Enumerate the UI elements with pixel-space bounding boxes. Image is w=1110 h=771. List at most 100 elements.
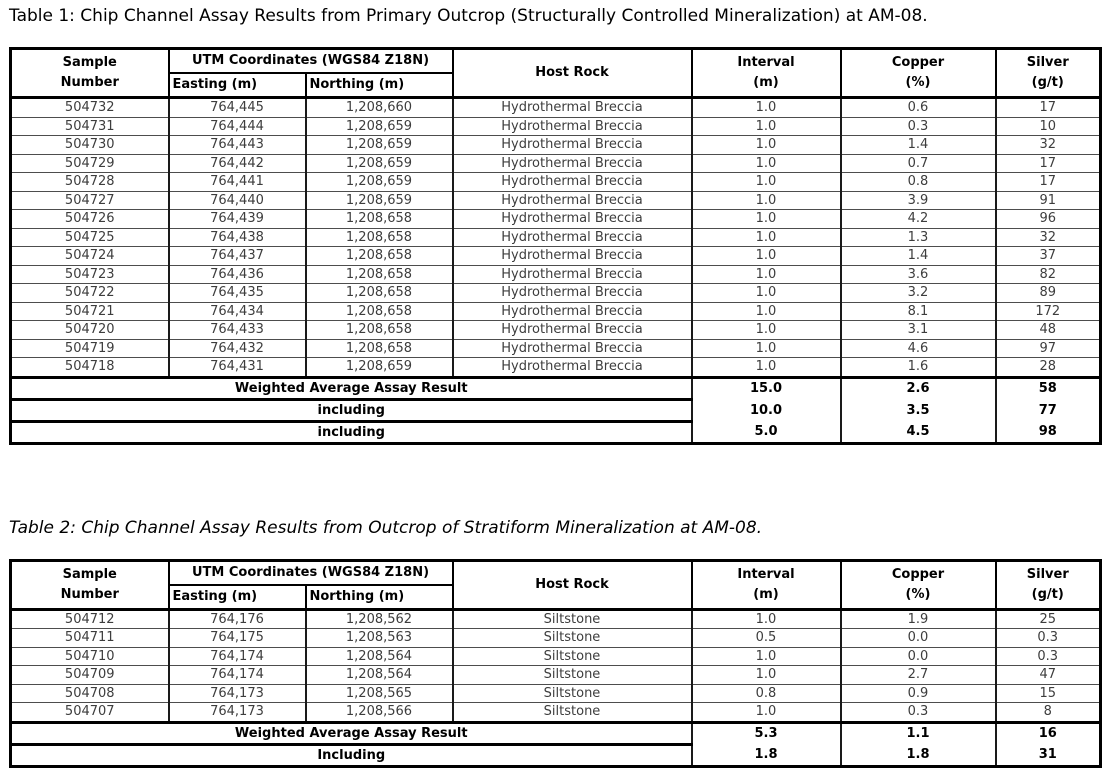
- table-row: 504719 764,432 1,208,658 Hydrothermal Brecc…: [9, 338, 1102, 358]
- cell-copper: 1.3: [839, 227, 997, 247]
- cell-sample-number: 504721: [9, 301, 170, 321]
- cell-silver: 10: [994, 116, 1102, 136]
- cell-sample-number: 504711: [9, 628, 170, 648]
- summary-label: including: [9, 398, 693, 423]
- cell-interval: 1.0: [690, 246, 842, 266]
- cell-easting: 764,436: [167, 264, 307, 284]
- cell-copper: 3.2: [839, 283, 997, 303]
- cell-easting: 764,173: [167, 683, 307, 703]
- cell-northing: 1,208,658: [304, 246, 454, 266]
- table-row: 504730 764,443 1,208,659 Hydrothermal Brecc…: [9, 135, 1102, 155]
- summary-label: Weighted Average Assay Result: [9, 720, 693, 746]
- cell-easting: 764,433: [167, 320, 307, 340]
- cell-easting: 764,443: [167, 135, 307, 155]
- cell-interval: 1.0: [690, 153, 842, 173]
- cell-interval: 1.0: [690, 702, 842, 723]
- cell-host-rock: Hydrothermal Breccia: [451, 97, 693, 118]
- cell-host-rock: Hydrothermal Breccia: [451, 227, 693, 247]
- table-row: 504727 764,440 1,208,659 Hydrothermal Brecc…: [9, 190, 1102, 210]
- cell-easting: 764,440: [167, 190, 307, 210]
- table-row: 504726 764,439 1,208,658 Hydrothermal Brecc…: [9, 209, 1102, 229]
- cell-copper: 1.9: [839, 608, 997, 629]
- cell-copper: 0.7: [839, 153, 997, 173]
- cell-easting: 764,445: [167, 97, 307, 118]
- header-host-rock: Host Rock: [451, 47, 693, 99]
- cell-sample-number: 504723: [9, 264, 170, 284]
- cell-host-rock: Siltstone: [451, 628, 693, 648]
- table-row: 504729 764,442 1,208,659 Hydrothermal Brecc…: [9, 153, 1102, 173]
- summary-copper: 4.5: [839, 421, 997, 443]
- cell-sample-number: 504725: [9, 227, 170, 247]
- table-row: 504722 764,435 1,208,658 Hydrothermal Brecc…: [9, 283, 1102, 303]
- header-sample-number: Sample Number: [9, 559, 170, 610]
- cell-silver: 48: [994, 320, 1102, 340]
- cell-sample-number: 504729: [9, 153, 170, 173]
- cell-northing: 1,208,658: [304, 301, 454, 321]
- cell-sample-number: 504712: [9, 608, 170, 629]
- header-northing: Northing (m): [304, 583, 454, 610]
- cell-copper: 1.4: [839, 246, 997, 266]
- summary-copper: 1.8: [839, 744, 997, 766]
- header-easting: Easting (m): [167, 72, 307, 99]
- cell-silver: 0.3: [994, 628, 1102, 648]
- cell-copper: 3.9: [839, 190, 997, 210]
- cell-host-rock: Hydrothermal Breccia: [451, 190, 693, 210]
- cell-host-rock: Hydrothermal Breccia: [451, 264, 693, 284]
- cell-interval: 1.0: [690, 608, 842, 629]
- table-row: 504728 764,441 1,208,659 Hydrothermal Brecc…: [9, 172, 1102, 192]
- cell-easting: 764,439: [167, 209, 307, 229]
- cell-sample-number: 504730: [9, 135, 170, 155]
- cell-interval: 1.0: [690, 116, 842, 136]
- cell-sample-number: 504707: [9, 702, 170, 723]
- cell-host-rock: Siltstone: [451, 608, 693, 629]
- cell-silver: 96: [994, 209, 1102, 229]
- table-row: 504712 764,176 1,208,562 Siltstone 1.0 1.9 25: [9, 608, 1102, 629]
- table-row: 504732 764,445 1,208,660 Hydrothermal Brecc…: [9, 97, 1102, 118]
- summary-label: Including: [9, 743, 693, 768]
- cell-northing: 1,208,659: [304, 116, 454, 136]
- cell-interval: 1.0: [690, 135, 842, 155]
- cell-northing: 1,208,659: [304, 357, 454, 378]
- cell-copper: 0.0: [839, 646, 997, 666]
- cell-host-rock: Hydrothermal Breccia: [451, 135, 693, 155]
- cell-host-rock: Hydrothermal Breccia: [451, 320, 693, 340]
- cell-northing: 1,208,566: [304, 702, 454, 723]
- cell-sample-number: 504710: [9, 646, 170, 666]
- cell-interval: 1.0: [690, 264, 842, 284]
- cell-sample-number: 504724: [9, 246, 170, 266]
- cell-host-rock: Hydrothermal Breccia: [451, 153, 693, 173]
- cell-interval: 1.0: [690, 227, 842, 247]
- header-interval: Interval (m): [690, 47, 842, 99]
- cell-northing: 1,208,564: [304, 646, 454, 666]
- table-row: 504707 764,173 1,208,566 Siltstone 1.0 0.3 8: [9, 702, 1102, 723]
- header-utm-group: UTM Coordinates (WGS84 Z18N): [167, 47, 454, 74]
- cell-copper: 8.1: [839, 301, 997, 321]
- summary-silver: 16: [994, 720, 1102, 744]
- table-row: 504708 764,173 1,208,565 Siltstone 0.8 0.9 15: [9, 683, 1102, 703]
- cell-easting: 764,444: [167, 116, 307, 136]
- summary-row: Weighted Average Assay Result 15.0 2.6 58: [9, 375, 1102, 401]
- cell-copper: 0.0: [839, 628, 997, 648]
- cell-sample-number: 504727: [9, 190, 170, 210]
- summary-silver: 98: [994, 421, 1102, 443]
- header-sample-number: Sample Number: [9, 47, 170, 99]
- cell-sample-number: 504709: [9, 665, 170, 685]
- cell-silver: 97: [994, 338, 1102, 358]
- summary-row: Including 1.8 1.8 31: [9, 743, 1102, 768]
- cell-northing: 1,208,563: [304, 628, 454, 648]
- cell-copper: 0.8: [839, 172, 997, 192]
- cell-easting: 764,441: [167, 172, 307, 192]
- table1-title: Table 1: Chip Channel Assay Results from…: [9, 6, 928, 26]
- cell-silver: 32: [994, 227, 1102, 247]
- cell-silver: 17: [994, 153, 1102, 173]
- cell-interval: 1.0: [690, 283, 842, 303]
- cell-sample-number: 504726: [9, 209, 170, 229]
- cell-easting: 764,176: [167, 608, 307, 629]
- cell-silver: 37: [994, 246, 1102, 266]
- cell-host-rock: Hydrothermal Breccia: [451, 283, 693, 303]
- cell-interval: 1.0: [690, 320, 842, 340]
- cell-easting: 764,434: [167, 301, 307, 321]
- cell-easting: 764,173: [167, 702, 307, 723]
- cell-sample-number: 504719: [9, 338, 170, 358]
